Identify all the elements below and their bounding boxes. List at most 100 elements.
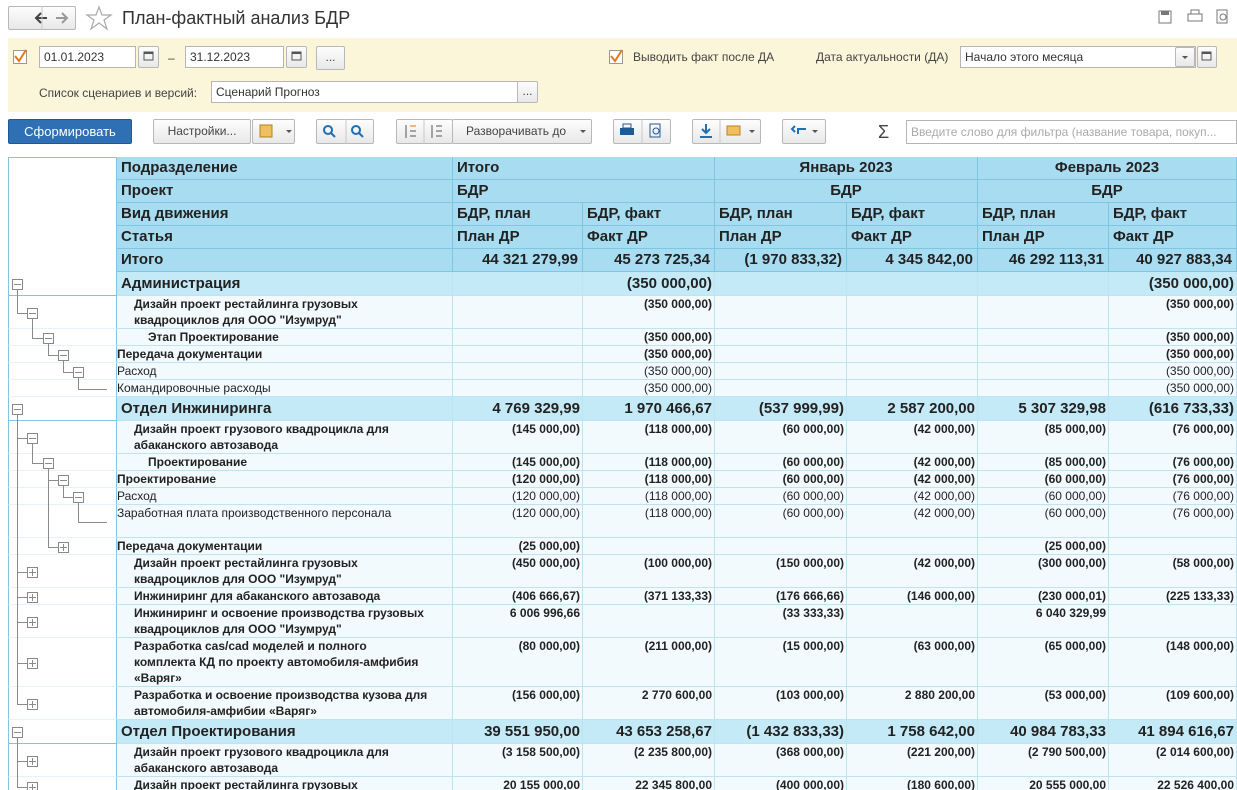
value-cell [1109, 538, 1237, 555]
search-buttons[interactable] [316, 119, 374, 144]
row-label: Администрация [117, 272, 453, 296]
tree-line [17, 572, 27, 573]
row-label: Инжиниринг и освоение производства грузо… [117, 605, 453, 638]
value-cell [715, 329, 847, 346]
header-cell: БДР, факт [1109, 203, 1237, 226]
value-cell [847, 538, 978, 555]
row-value: (60 000,00) [782, 455, 844, 469]
row-value: (76 000,00) [1172, 472, 1234, 486]
value-cell [715, 397, 847, 421]
tree-line [63, 544, 64, 551]
value-cell [1109, 555, 1237, 588]
date-from[interactable]: 01.01.2023 [39, 46, 136, 68]
value-cell [453, 397, 583, 421]
row-value: (103 000,00) [775, 688, 844, 702]
row-value: (211 000,00) [644, 639, 712, 653]
tree-line [63, 485, 64, 497]
value-cell [1109, 605, 1237, 638]
row-label: Дизайн проект грузового квадроцикла для … [117, 421, 453, 454]
value-cell [715, 720, 847, 744]
value-cell [978, 687, 1109, 720]
page-title: План-фактный анализ БДР [122, 8, 351, 28]
settings-button[interactable]: Настройки... [153, 119, 251, 144]
value-cell [715, 777, 847, 790]
value-cell [453, 488, 583, 505]
value-cell [715, 363, 847, 380]
value-cell [715, 421, 847, 454]
calendar-button[interactable] [138, 46, 159, 68]
tree-line [17, 737, 18, 787]
scenarios-input[interactable]: Сценарий Прогноз [211, 81, 518, 103]
value-cell [583, 538, 715, 555]
value-cell [1109, 638, 1237, 687]
period-button[interactable]: ... [316, 46, 345, 70]
tree-line [17, 313, 27, 314]
value-cell [978, 329, 1109, 346]
row-value: (118 000,00) [644, 489, 712, 503]
value-cell [453, 638, 583, 687]
value-cell [453, 421, 583, 454]
value-cell [847, 272, 978, 296]
tree-line [29, 313, 36, 314]
row-value: (230 000,01) [1037, 589, 1106, 603]
value-cell [1109, 720, 1237, 744]
row-value: 43 653 258,67 [616, 723, 712, 740]
total-value: 44 321 279,99 [453, 249, 583, 272]
actuality-select[interactable]: Начало этого месяца [960, 46, 1196, 68]
header-label: Проект [117, 180, 453, 203]
value-cell [847, 638, 978, 687]
value-cell [583, 471, 715, 488]
row-value: (156 000,00) [511, 688, 580, 702]
tree-cell [8, 363, 117, 380]
row-value: (176 666,66) [775, 589, 844, 603]
header-cell: БДР, план [715, 203, 847, 226]
value-cell [715, 471, 847, 488]
filter-input[interactable]: Введите слово для фильтра (название това… [906, 120, 1237, 144]
undo-button[interactable] [782, 119, 826, 144]
row-value: (58 000,00) [1172, 556, 1234, 570]
value-cell [978, 605, 1109, 638]
row-value: (60 000,00) [1044, 506, 1106, 520]
fact-after-label: Выводить факт после ДА [633, 50, 775, 64]
row-label: Отдел Проектирования [117, 720, 453, 744]
value-cell [978, 421, 1109, 454]
date-to[interactable]: 31.12.2023 [185, 46, 284, 68]
row-value: (118 000,00) [644, 506, 712, 520]
header-label: Вид движения [117, 203, 453, 226]
row-value: (85 000,00) [1044, 422, 1106, 436]
row-value: (350 000,00) [643, 381, 712, 395]
value-cell [847, 777, 978, 790]
expand-to-button[interactable]: Разворачивать до [452, 119, 592, 144]
row-value: (368 000,00) [775, 745, 844, 759]
value-cell [583, 363, 715, 380]
tree-line [48, 355, 58, 356]
row-value: (300 000,00) [1037, 556, 1106, 570]
value-cell [847, 329, 978, 346]
value-cell [978, 777, 1109, 790]
value-cell [715, 380, 847, 397]
sum-button[interactable]: Σ [878, 122, 890, 142]
row-value: 4 769 329,99 [492, 400, 580, 417]
row-label: Дизайн проект рестайлинга грузовых квадр… [117, 296, 453, 329]
value-cell [978, 720, 1109, 744]
value-cell [715, 488, 847, 505]
header-label: Подразделение [117, 157, 453, 180]
tree-line [48, 343, 49, 355]
total-label: Итого [117, 249, 453, 272]
row-value: (118 000,00) [644, 422, 712, 436]
scenarios-button[interactable]: ... [517, 81, 538, 103]
calendar-button[interactable] [286, 46, 307, 68]
value-cell [978, 363, 1109, 380]
row-value: (120 000,00) [511, 472, 580, 486]
tree-line [32, 594, 33, 601]
row-value: (537 999,99) [758, 400, 844, 417]
row-value: (53 000,00) [1044, 688, 1106, 702]
row-value: (350 000,00) [1148, 275, 1234, 292]
value-cell [453, 588, 583, 605]
value-cell [847, 363, 978, 380]
row-value: 6 006 996,66 [509, 606, 580, 620]
generate-button[interactable]: Сформировать [8, 119, 132, 144]
row-label: Дизайн проект рестайлинга грузовых квадр… [117, 555, 453, 588]
